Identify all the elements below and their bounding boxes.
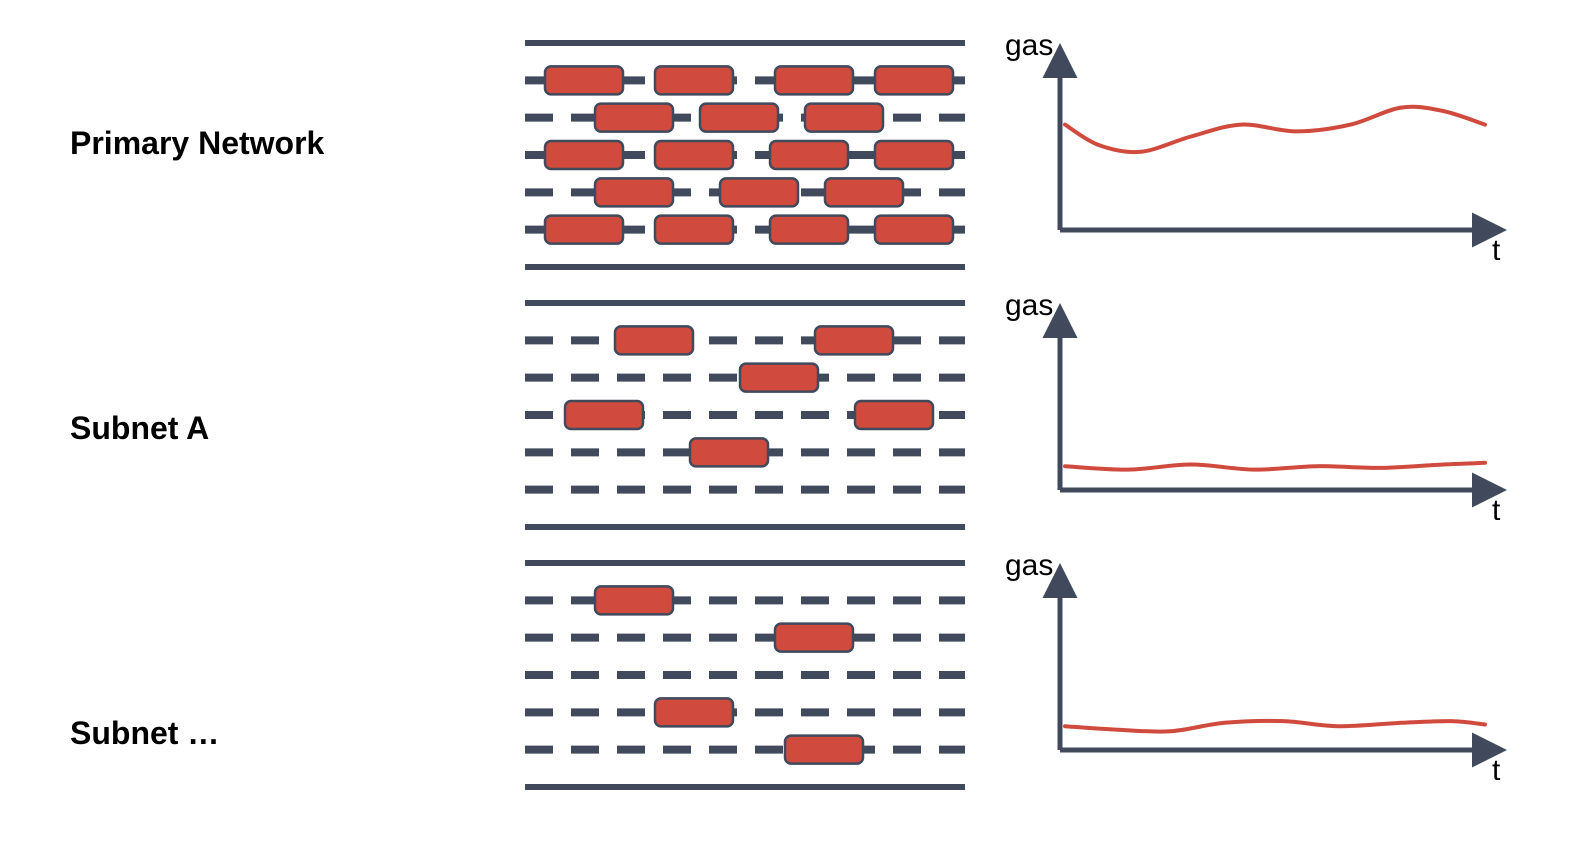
traffic-block bbox=[775, 624, 853, 652]
traffic-block bbox=[875, 66, 953, 94]
traffic-block bbox=[775, 66, 853, 94]
traffic-block bbox=[545, 141, 623, 169]
traffic-block bbox=[855, 401, 933, 429]
gas-curve bbox=[1065, 721, 1485, 732]
traffic-block bbox=[740, 364, 818, 392]
traffic-block bbox=[690, 438, 768, 466]
lane-diagram bbox=[525, 300, 965, 530]
traffic-block bbox=[785, 736, 863, 764]
lane-diagram bbox=[525, 40, 965, 270]
gas-curve bbox=[1065, 107, 1485, 152]
gas-chart: gas t bbox=[1000, 290, 1520, 520]
traffic-block bbox=[720, 178, 798, 206]
gas-chart: gas t bbox=[1000, 550, 1520, 780]
traffic-block bbox=[825, 178, 903, 206]
traffic-block bbox=[770, 141, 848, 169]
row-label-subnet-a: Subnet A bbox=[70, 410, 209, 447]
x-axis-label: t bbox=[1492, 494, 1501, 520]
traffic-block bbox=[815, 326, 893, 354]
traffic-block bbox=[875, 216, 953, 244]
traffic-block bbox=[545, 216, 623, 244]
gas-curve bbox=[1065, 463, 1485, 470]
row-label-primary: Primary Network bbox=[70, 125, 324, 162]
traffic-block bbox=[545, 66, 623, 94]
traffic-block bbox=[770, 216, 848, 244]
y-axis-label: gas bbox=[1005, 550, 1053, 582]
y-axis-label: gas bbox=[1005, 30, 1053, 62]
traffic-block bbox=[595, 104, 673, 132]
traffic-block bbox=[565, 401, 643, 429]
traffic-block bbox=[875, 141, 953, 169]
traffic-block bbox=[655, 66, 733, 94]
row-label-subnet-more: Subnet … bbox=[70, 715, 219, 752]
y-axis-label: gas bbox=[1005, 290, 1053, 322]
traffic-block bbox=[805, 104, 883, 132]
traffic-block bbox=[655, 698, 733, 726]
lane-diagram bbox=[525, 560, 965, 790]
traffic-block bbox=[595, 178, 673, 206]
traffic-block bbox=[655, 216, 733, 244]
traffic-block bbox=[700, 104, 778, 132]
x-axis-label: t bbox=[1492, 234, 1501, 260]
traffic-block bbox=[655, 141, 733, 169]
x-axis-label: t bbox=[1492, 754, 1501, 780]
gas-chart: gas t bbox=[1000, 30, 1520, 260]
traffic-block bbox=[595, 586, 673, 614]
traffic-block bbox=[615, 326, 693, 354]
